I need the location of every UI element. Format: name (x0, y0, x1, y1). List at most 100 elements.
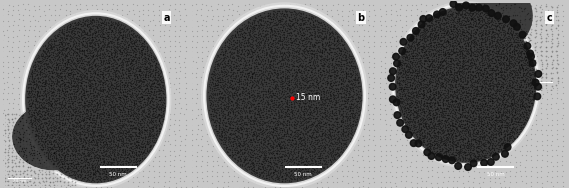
Point (292, 35, 301, 38)
Point (121, 91, 130, 94)
Point (133, 94, 142, 97)
Point (93, 101, 102, 104)
Point (47, 115, 56, 118)
Point (492, 33, 501, 36)
Point (463, 117, 472, 120)
Point (53, 135, 62, 138)
Point (92, 156, 101, 159)
Point (315, 143, 324, 146)
Point (248, 168, 257, 171)
Point (443, 103, 452, 106)
Point (137, 44, 146, 47)
Point (324, 146, 333, 149)
Point (192, 50, 201, 53)
Point (428, 66, 437, 69)
Point (448, 93, 457, 96)
Point (40, 106, 49, 109)
Point (81, 137, 90, 140)
Point (319, 76, 328, 79)
Point (268, 50, 277, 53)
Point (246, 24, 255, 27)
Point (144, 70, 153, 73)
Point (59, 146, 68, 149)
Point (434, 40, 443, 43)
Point (286, 102, 295, 105)
Point (109, 50, 118, 53)
Point (94, 164, 103, 167)
Point (58, 46, 67, 49)
Point (119, 57, 128, 60)
Point (309, 45, 318, 48)
Point (203, 161, 212, 164)
Point (273, 11, 282, 14)
Point (407, 40, 417, 43)
Point (118, 32, 127, 35)
Point (329, 123, 339, 126)
Point (325, 59, 334, 62)
Point (44, 103, 53, 106)
Point (239, 148, 248, 151)
Point (113, 94, 122, 97)
Point (303, 119, 312, 122)
Point (399, 71, 408, 74)
Point (509, 56, 518, 59)
Point (97, 107, 106, 110)
Point (445, 82, 454, 85)
Point (283, 123, 292, 126)
Point (440, 133, 450, 136)
Point (335, 59, 344, 62)
Point (317, 20, 326, 24)
Point (69, 79, 78, 82)
Point (484, 145, 493, 148)
Point (311, 116, 320, 119)
Point (312, 30, 321, 33)
Point (116, 127, 125, 130)
Point (313, 54, 322, 57)
Point (464, 36, 473, 39)
Point (97, 160, 106, 163)
Point (464, 59, 473, 62)
Point (87, 164, 96, 167)
Point (159, 85, 168, 88)
Point (521, 23, 530, 26)
Point (273, 75, 282, 78)
Point (111, 67, 120, 70)
Point (409, 120, 418, 123)
Point (232, 149, 241, 152)
Point (412, 34, 421, 37)
Point (286, 41, 295, 44)
Point (284, 106, 293, 109)
Point (134, 107, 143, 110)
Point (291, 30, 300, 33)
Point (353, 159, 362, 162)
Point (154, 130, 163, 133)
Point (338, 180, 347, 183)
Point (259, 110, 269, 113)
Point (464, 158, 473, 161)
Point (485, 141, 494, 144)
Point (308, 60, 318, 63)
Point (322, 79, 331, 82)
Point (279, 43, 288, 46)
Point (104, 108, 113, 111)
Point (254, 155, 263, 158)
Point (478, 24, 487, 27)
Point (472, 42, 481, 45)
Point (55, 102, 64, 105)
Point (279, 133, 288, 136)
Point (111, 72, 120, 75)
Point (295, 173, 304, 176)
Point (224, 118, 233, 121)
Point (474, 52, 483, 55)
Point (265, 74, 274, 77)
Point (486, 126, 496, 129)
Point (481, 76, 490, 79)
Point (50, 145, 59, 148)
Point (525, 64, 534, 67)
Point (283, 143, 292, 146)
Point (248, 92, 257, 96)
Point (328, 91, 337, 94)
Point (410, 74, 419, 77)
Point (102, 77, 111, 80)
Point (462, 92, 471, 95)
